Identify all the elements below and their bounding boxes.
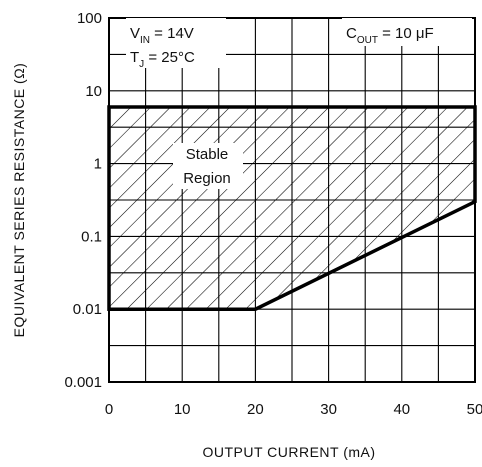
- y-tick-label: 1: [94, 156, 102, 173]
- y-tick-label: 10: [85, 83, 102, 100]
- region-label-line-2: Region: [183, 170, 231, 187]
- y-tick-label: 100: [77, 10, 102, 27]
- plot-frame: [108, 17, 476, 383]
- stable-region-area: [109, 106, 475, 310]
- cout-annotation: COUT = 10 μF: [346, 25, 434, 46]
- vin-annotation-backdrop: [126, 18, 226, 68]
- x-tick-label: 0: [105, 401, 113, 418]
- tj-symbol: T: [130, 49, 139, 66]
- x-tick-label: 20: [247, 401, 264, 418]
- x-tick-label: 50: [467, 401, 482, 418]
- y-tick-label: 0.1: [81, 228, 102, 245]
- x-tick-labels: 0 10 20 30 40 50: [105, 401, 482, 418]
- cout-value: = 10 μF: [378, 25, 434, 42]
- region-label-backdrop: [173, 143, 243, 189]
- x-axis-title: OUTPUT CURRENT (mA): [202, 444, 375, 460]
- x-tick-label: 40: [393, 401, 410, 418]
- cout-annotation-backdrop: [342, 18, 472, 46]
- tj-subscript: J: [139, 59, 144, 70]
- x-tick-label: 30: [320, 401, 337, 418]
- vin-value: = 14V: [150, 25, 194, 42]
- vin-subscript: IN: [140, 35, 150, 46]
- vin-annotation: VIN = 14V: [130, 25, 194, 46]
- y-tick-label: 0.01: [73, 301, 102, 318]
- cout-symbol: C: [346, 25, 357, 42]
- y-axis-title: EQUIVALENT SERIES RESISTANCE (Ω): [11, 63, 27, 338]
- y-tick-label: 0.001: [64, 374, 102, 391]
- x-tick-label: 10: [174, 401, 191, 418]
- cout-subscript: OUT: [357, 35, 378, 46]
- tj-value: = 25°C: [144, 49, 195, 66]
- y-tick-labels: 100 10 1 0.1 0.01 0.001: [64, 10, 102, 391]
- region-label-line-1: Stable: [186, 146, 229, 163]
- tj-annotation: TJ = 25°C: [130, 49, 195, 70]
- vin-symbol: V: [130, 25, 140, 42]
